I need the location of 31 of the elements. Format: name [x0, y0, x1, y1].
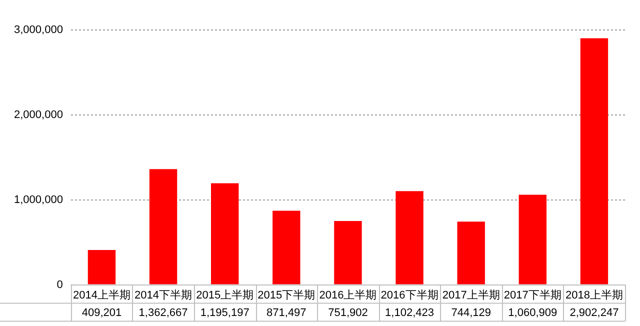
data-label: 1,060,909 [508, 306, 558, 319]
data-label: 1,102,423 [385, 306, 434, 319]
x-tick-label: 2015上半期 [196, 288, 254, 302]
x-tick-label: 2017下半期 [504, 288, 562, 302]
bar [518, 194, 547, 284]
data-label: 1,362,667 [138, 306, 188, 319]
bar [272, 210, 300, 284]
data-label: 871,497 [266, 306, 306, 319]
bar [396, 191, 424, 284]
data-label: 409,201 [82, 306, 122, 319]
x-tick-label: 2018上半期 [565, 288, 623, 302]
y-tick-label: 0 [56, 278, 63, 291]
data-label: 1,195,197 [200, 306, 250, 319]
bar [88, 250, 116, 284]
x-tick-label: 2017上半期 [442, 288, 500, 302]
bar [457, 222, 485, 284]
bar [149, 169, 178, 284]
y-tick-label: 1,000,000 [14, 194, 63, 206]
bar [334, 220, 362, 284]
bar [580, 38, 608, 284]
data-label: 2,902,247 [570, 306, 619, 319]
bar [210, 183, 239, 284]
x-tick-label: 2015下半期 [258, 288, 316, 302]
y-tick-label: 3,000,000 [14, 24, 63, 36]
x-tick-label: 2016上半期 [319, 288, 377, 302]
data-label: 744,129 [451, 306, 491, 319]
x-tick-label: 2014上半期 [72, 288, 130, 302]
data-label: 751,902 [328, 306, 368, 319]
y-tick-label: 2,000,000 [14, 108, 63, 121]
x-tick-label: 2016下半期 [380, 288, 438, 302]
x-tick-label: 2014下半期 [134, 288, 192, 302]
